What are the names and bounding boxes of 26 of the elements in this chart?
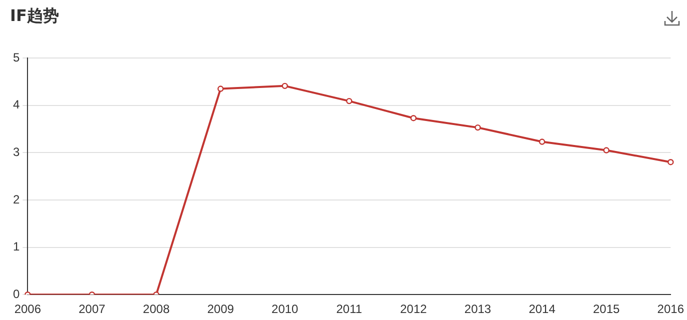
x-tick-label: 2010 — [272, 302, 299, 316]
point — [346, 98, 352, 104]
y-tick-label: 2 — [12, 192, 20, 206]
y-tick-label: 5 — [12, 50, 20, 64]
y-tick-label: 4 — [12, 98, 20, 112]
chart-title: IF趋势 — [10, 6, 59, 27]
point — [668, 159, 674, 166]
x-tick-label: 2011 — [336, 302, 362, 316]
x-tick-label: 2016 — [657, 302, 684, 316]
x-tick-label: 2007 — [78, 302, 106, 316]
point — [217, 86, 224, 92]
x-tick-label: 2013 — [464, 302, 492, 316]
x-tick-label: 2008 — [142, 302, 170, 316]
x-tick-label: 2009 — [207, 302, 234, 316]
x-tick-label: 2006 — [14, 302, 42, 316]
point — [538, 138, 546, 145]
y-tick-label: 3 — [12, 144, 20, 159]
y-tick-label: 0 — [12, 286, 20, 301]
x-tick-label: 2012 — [400, 302, 428, 316]
x-tick-label: 2015 — [593, 302, 620, 316]
point — [282, 82, 288, 90]
x-tick-label: 2014 — [528, 302, 556, 316]
point — [410, 114, 417, 122]
point — [603, 147, 610, 154]
y-tick-label: 1 — [12, 240, 20, 254]
point — [474, 124, 481, 131]
